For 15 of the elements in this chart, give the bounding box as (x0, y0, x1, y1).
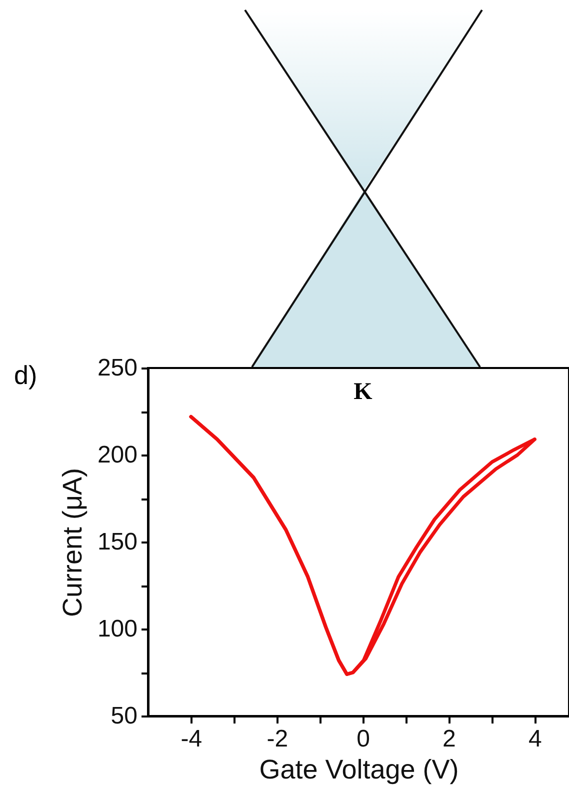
x-tick-label: 2 (442, 726, 456, 752)
x-axis-title: Gate Voltage (V) (259, 754, 459, 784)
x-tick-label: -2 (266, 726, 288, 752)
x-tick-label: -4 (180, 726, 202, 752)
y-tick-label: 50 (110, 702, 138, 730)
cone-diagram: K (222, 0, 494, 412)
x-tick-label: 4 (528, 726, 542, 752)
y-tick-label: 150 (97, 528, 138, 556)
y-axis-title: Current (μA) (57, 468, 88, 618)
y-tick-label: 100 (97, 616, 138, 642)
x-tick-label: 0 (356, 726, 370, 752)
y-tick-label: 200 (97, 442, 138, 468)
text: d) (14, 360, 38, 391)
y-tick-label: 250 (97, 354, 138, 382)
annotation: K (354, 379, 373, 405)
